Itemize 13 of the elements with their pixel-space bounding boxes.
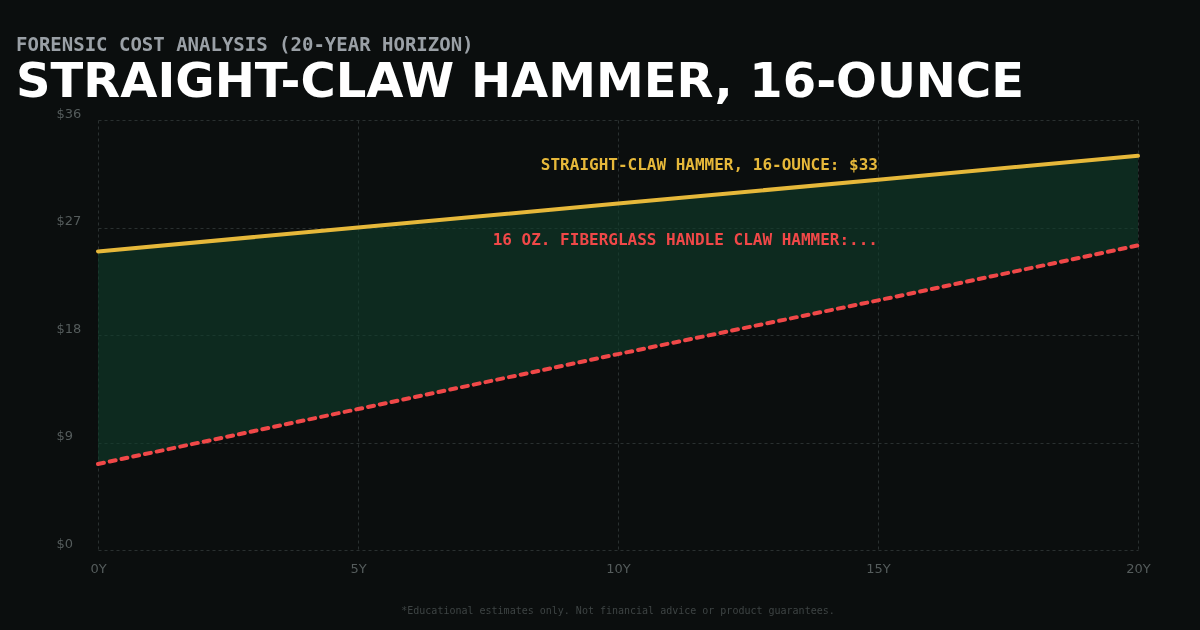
y-tick-label: $9 [56, 428, 74, 443]
x-tick-label: 10Y [606, 560, 631, 576]
y-tick-label: $18 [56, 320, 82, 336]
y-tick-label: $0 [56, 535, 74, 551]
x-tick-label: 0Y [90, 560, 107, 576]
x-tick-label: 20Y [1126, 560, 1151, 576]
x-tick-label: 15Y [866, 560, 891, 576]
text: 16 OZ. FIBERGLASS HANDLE CLAW HAMMER:... [492, 230, 878, 249]
chart-subtitle: FORENSIC COST ANALYSIS (20-YEAR HORIZON) [16, 33, 474, 55]
y-tick-label: $36 [56, 105, 82, 121]
x-tick-label: 5Y [350, 560, 367, 576]
series-label: STRAIGHT-CLAW HAMMER, 16-OUNCE: $33 [540, 155, 878, 174]
y-tick-label: $27 [56, 213, 82, 228]
